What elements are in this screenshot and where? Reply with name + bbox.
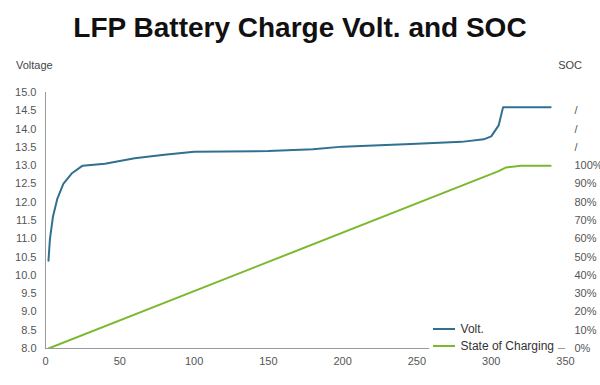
svg-text:50: 50	[114, 355, 126, 367]
svg-text:300: 300	[482, 355, 500, 367]
svg-text:12.5: 12.5	[15, 177, 36, 189]
svg-text:13.5: 13.5	[15, 141, 36, 153]
html-text:Voltage: Voltage	[16, 59, 53, 71]
svg-text:14.5: 14.5	[15, 104, 36, 116]
svg-text:10.5: 10.5	[15, 251, 36, 263]
svg-text:10%: 10%	[575, 324, 597, 336]
svg-text:14.0: 14.0	[15, 123, 36, 135]
svg-text:50%: 50%	[575, 251, 597, 263]
svg-text:100%: 100%	[575, 159, 600, 171]
svg-text:0: 0	[42, 355, 48, 367]
svg-text:100: 100	[185, 355, 203, 367]
svg-text:/: /	[575, 141, 579, 153]
svg-text:11.0: 11.0	[16, 232, 37, 244]
svg-text:10.0: 10.0	[15, 269, 36, 281]
svg-text:30%: 30%	[575, 287, 597, 299]
svg-text:8.0: 8.0	[21, 342, 36, 354]
svg-text:12.0: 12.0	[15, 196, 36, 208]
svg-text:/: /	[575, 104, 579, 116]
svg-text:15.0: 15.0	[15, 86, 36, 98]
html-text:Volt.: Volt.	[460, 321, 484, 336]
svg-text:13.0: 13.0	[15, 159, 36, 171]
svg-text:20%: 20%	[575, 305, 597, 317]
svg-text:90%: 90%	[575, 177, 597, 189]
svg-text:250: 250	[408, 355, 426, 367]
svg-text:11.5: 11.5	[16, 214, 37, 226]
svg-text:80%: 80%	[575, 196, 597, 208]
svg-text:9.0: 9.0	[21, 305, 36, 317]
svg-text:150: 150	[259, 355, 277, 367]
svg-text:70%: 70%	[575, 214, 597, 226]
html-text:LFP Battery Charge Volt. and S: LFP Battery Charge Volt. and SOC	[73, 12, 527, 43]
svg-text:0%: 0%	[575, 342, 591, 354]
svg-text:/: /	[575, 123, 579, 135]
svg-text:9.5: 9.5	[21, 287, 36, 299]
html-text:SOC: SOC	[558, 59, 582, 71]
svg-text:60%: 60%	[575, 232, 597, 244]
svg-text:8.5: 8.5	[21, 324, 36, 336]
svg-text:40%: 40%	[575, 269, 597, 281]
html-text:State of Charging: State of Charging	[460, 338, 554, 353]
svg-text:200: 200	[333, 355, 351, 367]
svg-text:350: 350	[556, 355, 574, 367]
